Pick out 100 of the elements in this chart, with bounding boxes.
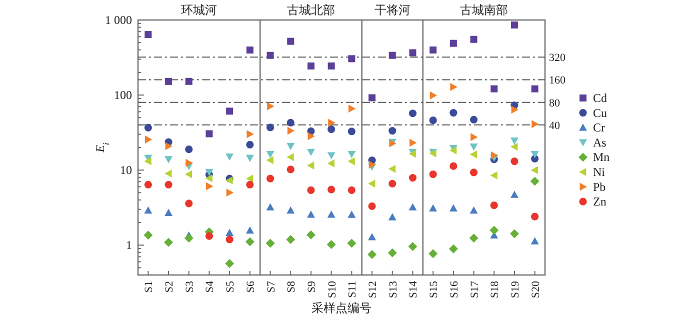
x-tick-label: S7: [265, 280, 278, 293]
point: [328, 186, 336, 194]
text: 环城河: [181, 3, 218, 17]
point: [206, 130, 213, 138]
point: [226, 153, 234, 161]
point: [450, 40, 457, 47]
point: [470, 150, 477, 158]
point: [532, 120, 539, 128]
point: [510, 157, 518, 166]
x-tick-label: S2: [164, 281, 176, 293]
point: [266, 174, 274, 182]
point: [328, 62, 335, 70]
point: [225, 258, 234, 268]
x-tick-label: S5: [224, 280, 237, 293]
point: [246, 46, 254, 54]
point: [429, 204, 438, 212]
point: [408, 203, 417, 210]
point: [470, 206, 478, 214]
point: [286, 206, 295, 214]
point: [185, 78, 192, 85]
point: [530, 176, 540, 186]
x-tick-label: S17: [468, 280, 481, 298]
point: [470, 143, 478, 151]
point: [144, 157, 152, 166]
point: [348, 186, 356, 194]
point: [368, 202, 376, 210]
point: [327, 152, 336, 160]
point: [448, 244, 458, 254]
point: [530, 166, 538, 174]
point: [286, 118, 294, 127]
point: [246, 140, 254, 148]
point: [388, 164, 396, 173]
point: [409, 49, 416, 56]
point: [368, 94, 376, 102]
point: [144, 230, 153, 240]
ref-line-label: 80: [549, 97, 560, 110]
point: [307, 62, 314, 70]
point: [306, 230, 316, 240]
point: [348, 210, 356, 218]
point: [306, 162, 314, 170]
point: [347, 238, 356, 248]
legend-label: Cu: [593, 106, 608, 120]
point: [245, 237, 254, 246]
point: [490, 226, 499, 235]
text: 古城北部: [286, 3, 335, 17]
point: [246, 226, 254, 234]
x-tick-label: S12: [367, 281, 380, 298]
point: [328, 118, 336, 127]
point: [368, 180, 376, 188]
point: [490, 151, 498, 160]
legend-label: Pb: [593, 180, 606, 194]
point: [449, 204, 458, 212]
point: [226, 108, 234, 115]
point: [144, 124, 152, 132]
x-axis-title: 采样点编号: [312, 301, 372, 315]
x-tick-label: S14: [408, 280, 420, 298]
point: [185, 146, 193, 154]
point: [164, 238, 174, 247]
point: [490, 171, 498, 180]
y-tick-label: 1: [126, 238, 132, 252]
ref-line-label: 320: [549, 52, 566, 64]
point: [184, 170, 192, 178]
point: [510, 142, 518, 151]
point: [410, 138, 417, 147]
point: [306, 148, 315, 156]
legend-label: Ni: [593, 165, 606, 179]
point: [470, 168, 478, 176]
point: [164, 180, 172, 188]
point: [165, 78, 172, 85]
point: [206, 182, 214, 190]
point: [531, 212, 539, 220]
ref-line-label: 160: [549, 74, 566, 87]
x-tick-label: S10: [326, 280, 338, 298]
point: [348, 104, 356, 113]
point: [388, 126, 396, 135]
point: [388, 180, 396, 188]
point: [368, 233, 376, 240]
point: [266, 150, 274, 158]
point: [326, 240, 336, 249]
point: [184, 234, 194, 243]
point: [266, 156, 274, 164]
point: [510, 21, 518, 28]
point: [286, 166, 294, 174]
legend-label: Cr: [593, 120, 606, 135]
point: [327, 159, 335, 168]
point: [307, 186, 315, 194]
point: [388, 52, 396, 59]
point: [144, 206, 152, 214]
point: [530, 237, 539, 244]
y-tick-label: 10: [120, 163, 132, 178]
point: [164, 170, 172, 178]
point: [470, 36, 478, 43]
point: [266, 124, 274, 132]
point: [531, 85, 538, 92]
point: [286, 153, 294, 162]
point: [327, 210, 336, 218]
point: [348, 157, 355, 166]
point: [429, 170, 437, 178]
point: [530, 150, 539, 158]
x-tick-label: S18: [489, 280, 502, 298]
